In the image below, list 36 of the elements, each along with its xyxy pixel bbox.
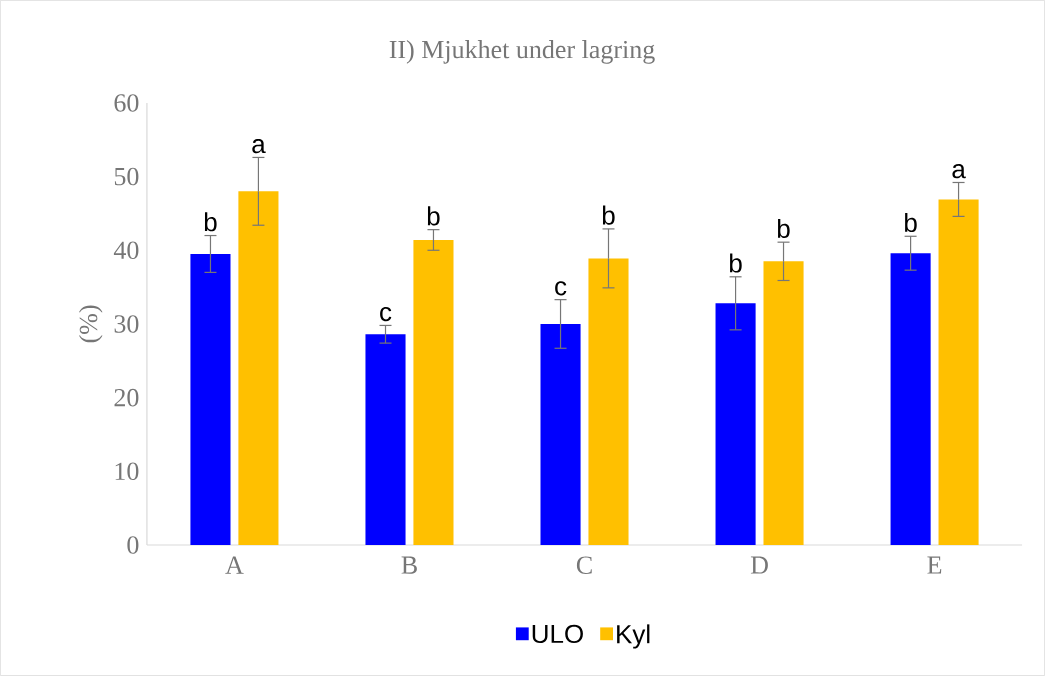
x-tick-label: D xyxy=(750,556,768,574)
bar xyxy=(938,199,979,546)
x-tick-label: B xyxy=(401,556,417,574)
legend-label: ULO xyxy=(532,624,583,644)
y-tick-label: 50 xyxy=(114,167,139,186)
bar xyxy=(365,334,406,546)
y-tick-label: 30 xyxy=(114,315,139,333)
x-tick-label: A xyxy=(225,556,244,574)
legend-label: Kyl xyxy=(617,624,650,649)
y-tick-label: 10 xyxy=(115,462,139,481)
x-tick-label: E xyxy=(927,556,942,574)
annotation: b xyxy=(777,218,790,238)
y-tick-label: 40 xyxy=(113,241,139,260)
bar xyxy=(540,323,581,546)
y-tick-label: 20 xyxy=(114,388,139,407)
bar xyxy=(190,253,231,546)
annotation: b xyxy=(427,206,440,226)
annotation: b xyxy=(204,212,217,232)
y-axis-title: (%) xyxy=(78,305,103,343)
annotation: c xyxy=(380,307,392,322)
chart-title: II) Mjukhet under lagring xyxy=(389,40,655,64)
bar xyxy=(588,258,629,546)
y-tick-label: 0 xyxy=(127,536,139,554)
bar xyxy=(238,191,279,546)
y-tick-label: 60 xyxy=(114,94,139,112)
bar xyxy=(890,253,931,546)
bar xyxy=(763,261,804,546)
annotation: b xyxy=(730,253,742,273)
annotation: a xyxy=(952,164,966,179)
annotation: c xyxy=(555,281,567,296)
bar xyxy=(715,303,756,546)
annotation: b xyxy=(602,205,615,225)
annotation: a xyxy=(252,139,266,154)
x-tick-label: C xyxy=(576,556,592,575)
bar xyxy=(413,240,454,546)
annotation: b xyxy=(905,213,917,233)
